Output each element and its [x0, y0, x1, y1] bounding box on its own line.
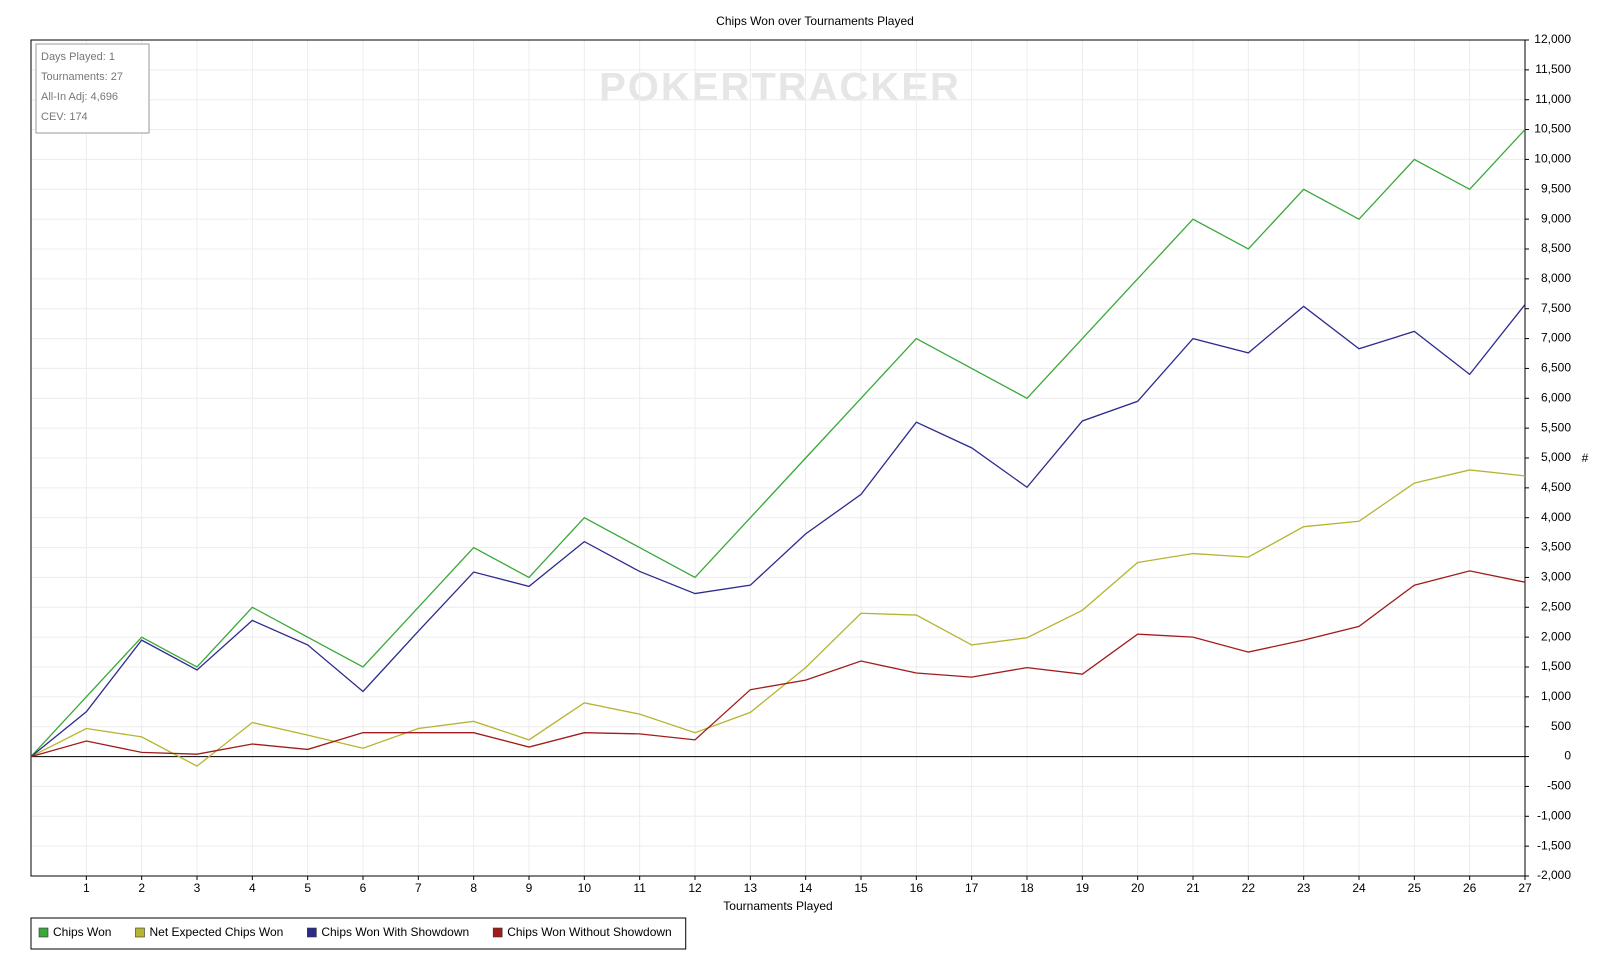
y-tick-label: 7,000 — [1541, 331, 1571, 345]
legend-swatch — [307, 927, 317, 938]
y-tick-label: -500 — [1547, 779, 1571, 793]
x-tick-label: 1 — [83, 881, 90, 895]
y-tick-label: 2,500 — [1541, 599, 1571, 613]
x-tick-label: 4 — [249, 881, 256, 895]
stats-text: Tournaments: 27 — [41, 71, 123, 83]
x-tick-label: 5 — [304, 881, 311, 895]
x-tick-label: 2 — [138, 881, 145, 895]
x-tick-label: 20 — [1131, 881, 1145, 895]
x-tick-label: 6 — [360, 881, 367, 895]
y-axis-label: # — [1582, 451, 1589, 465]
y-tick-label: 1,500 — [1541, 659, 1571, 673]
y-tick-label: 10,000 — [1534, 152, 1571, 166]
x-tick-label: 12 — [688, 881, 702, 895]
x-tick-label: 16 — [910, 881, 924, 895]
x-tick-label: 24 — [1352, 881, 1366, 895]
x-tick-label: 27 — [1518, 881, 1532, 895]
x-tick-label: 9 — [526, 881, 533, 895]
x-tick-label: 7 — [415, 881, 422, 895]
stats-text: All-In Adj: 4,696 — [41, 91, 118, 103]
x-tick-label: 18 — [1020, 881, 1034, 895]
legend-label: Net Expected Chips Won — [149, 925, 283, 939]
y-tick-label: -1,000 — [1537, 808, 1571, 822]
x-tick-label: 13 — [744, 881, 758, 895]
y-tick-label: 8,500 — [1541, 241, 1571, 255]
y-tick-label: -1,500 — [1537, 838, 1571, 852]
chart-title: Chips Won over Tournaments Played — [716, 14, 914, 28]
series-line — [30, 129, 1526, 758]
x-tick-label: 10 — [578, 881, 592, 895]
y-tick-label: 5,500 — [1541, 420, 1571, 434]
y-tick-label: 9,500 — [1541, 181, 1571, 195]
legend-label: Chips Won With Showdown — [321, 925, 469, 939]
y-tick-label: 4,000 — [1541, 510, 1571, 524]
stats-text: CEV: 174 — [41, 111, 88, 123]
x-tick-label: 14 — [799, 881, 813, 895]
y-tick-label: 12,000 — [1534, 32, 1571, 46]
watermark: POKERTRACKER — [599, 66, 961, 110]
y-tick-label: 9,000 — [1541, 211, 1571, 225]
series-line — [30, 469, 1526, 767]
x-axis-label: Tournaments Played — [723, 899, 832, 913]
x-tick-label: 26 — [1463, 881, 1477, 895]
y-tick-label: 500 — [1551, 719, 1571, 733]
y-tick-label: 0 — [1564, 749, 1571, 763]
y-tick-label: 2,000 — [1541, 629, 1571, 643]
stats-text: Days Played: 1 — [41, 51, 115, 63]
y-tick-label: -2,000 — [1537, 868, 1571, 882]
y-tick-label: 11,500 — [1535, 62, 1571, 76]
y-tick-label: 6,500 — [1541, 361, 1571, 375]
y-tick-label: 3,000 — [1541, 570, 1571, 584]
x-tick-label: 15 — [854, 881, 868, 895]
y-tick-label: 6,000 — [1541, 390, 1571, 404]
x-tick-label: 8 — [470, 881, 477, 895]
x-tick-label: 11 — [633, 881, 646, 895]
y-tick-label: 4,500 — [1541, 480, 1571, 494]
x-tick-label: 21 — [1186, 881, 1200, 895]
series-line — [30, 304, 1526, 758]
legend-swatch — [135, 927, 145, 938]
x-tick-label: 17 — [965, 881, 979, 895]
y-tick-label: 8,000 — [1541, 271, 1571, 285]
x-tick-label: 22 — [1242, 881, 1256, 895]
legend-label: Chips Won — [53, 925, 111, 939]
x-tick-label: 25 — [1408, 881, 1422, 895]
series-line — [30, 570, 1526, 758]
x-tick-label: 19 — [1076, 881, 1090, 895]
x-tick-label: 3 — [194, 881, 201, 895]
y-tick-label: 3,500 — [1541, 540, 1571, 554]
y-tick-label: 1,000 — [1541, 689, 1571, 703]
legend-swatch — [38, 927, 49, 938]
x-tick-label: 23 — [1297, 881, 1311, 895]
y-tick-label: 10,500 — [1534, 122, 1571, 136]
y-tick-label: 7,500 — [1541, 301, 1571, 315]
y-tick-label: 11,000 — [1535, 92, 1571, 106]
stats-box — [35, 43, 150, 134]
legend-swatch — [492, 927, 503, 938]
legend-label: Chips Won Without Showdown — [507, 925, 672, 939]
y-tick-label: 5,000 — [1541, 450, 1571, 464]
